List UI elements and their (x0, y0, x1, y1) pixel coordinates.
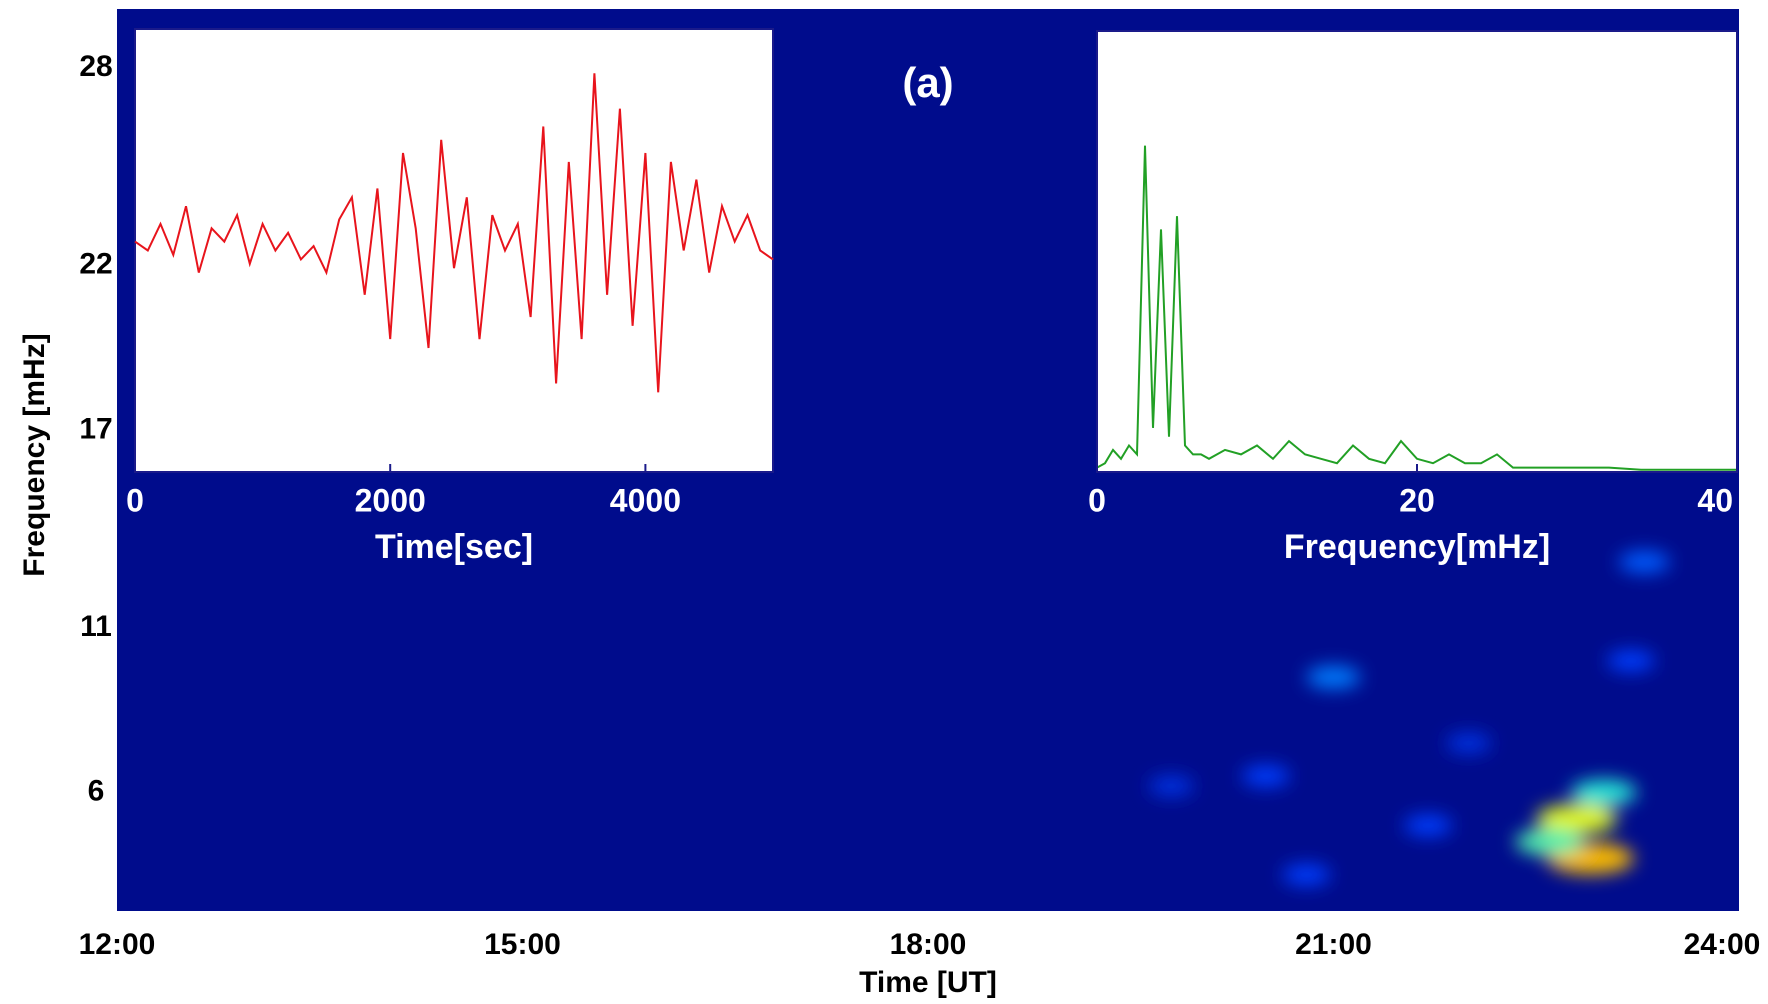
inset-frame (134, 28, 774, 473)
heat-blob (1404, 814, 1453, 837)
x-axis-label: Time [UT] (859, 966, 997, 999)
x-axis-label: Frequency[mHz] (1284, 528, 1550, 566)
x-tick-label: 2000 (355, 482, 426, 518)
data-line (134, 73, 774, 393)
x-tick-label: 4000 (610, 482, 681, 518)
heat-blob (1306, 665, 1361, 689)
y-tick-label: 6 (88, 774, 105, 807)
inset-frame (1096, 30, 1738, 473)
y-tick-label: 11 (80, 610, 112, 643)
heat-blob (1618, 551, 1670, 574)
data-line (1096, 145, 1737, 471)
y-tick-label: 22 (79, 248, 112, 281)
x-tick-label: 18:00 (890, 928, 967, 961)
x-tick-label: 0 (1088, 482, 1106, 518)
x-tick-label: 40 (1697, 482, 1733, 518)
y-axis-label: Frequency [mHz] (18, 333, 51, 576)
x-tick-label: 0 (126, 482, 144, 518)
heat-blob (1536, 803, 1618, 834)
x-tick-label: 21:00 (1295, 928, 1372, 961)
heat-blob (1515, 828, 1585, 856)
y-tick-label: 28 (79, 50, 112, 83)
chart-title: (a) (902, 59, 953, 106)
x-tick-label: 12:00 (79, 928, 156, 961)
heat-blob (1148, 775, 1194, 797)
heat-blob (1282, 864, 1331, 886)
heat-blob (1570, 779, 1637, 806)
x-axis-label: Time[sec] (375, 528, 533, 566)
y-tick-label: 17 (79, 412, 112, 445)
heat-layer (1148, 551, 1670, 886)
x-tick-label: 15:00 (484, 928, 561, 961)
heat-blob (1446, 732, 1492, 754)
heat-blob (1606, 650, 1655, 672)
x-tick-label: 24:00 (1684, 928, 1761, 961)
heat-blob (1241, 765, 1290, 787)
x-tick-label: 20 (1399, 482, 1435, 518)
